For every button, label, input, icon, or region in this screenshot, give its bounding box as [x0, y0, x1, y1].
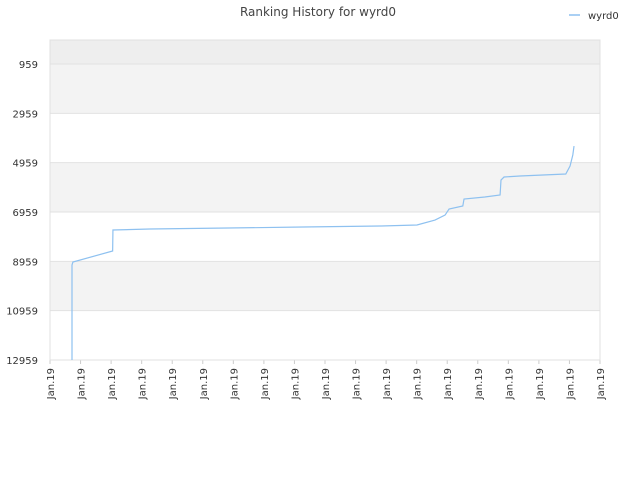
plot-border: [49, 39, 601, 361]
x-tick-label: Jan.19: [107, 368, 118, 400]
x-tick-label: Jan.19: [168, 368, 179, 400]
x-tick-label: Jan.19: [596, 368, 607, 400]
x-tick-label: Jan.19: [382, 368, 393, 400]
y-tick-label: 2959: [13, 109, 38, 120]
series-line: [71, 145, 575, 360]
chart-title: Ranking History for wyrd0: [240, 5, 396, 19]
x-tick-label: Jan.19: [77, 368, 88, 400]
plot-band: [50, 64, 600, 114]
y-tick-label: 4959: [13, 159, 38, 170]
x-tick-label: Jan.19: [535, 368, 546, 400]
x-tick-label: Jan.19: [229, 368, 240, 400]
x-tick-label: Jan.19: [290, 368, 301, 400]
x-tick-label: Jan.19: [565, 368, 576, 400]
x-tick-label: Jan.19: [474, 368, 485, 400]
x-tick-label: Jan.19: [260, 368, 271, 400]
plot-band: [50, 40, 600, 65]
x-tick-label: Jan.19: [413, 368, 424, 400]
y-tick-label: 8959: [13, 257, 38, 268]
plot-band: [50, 162, 600, 213]
legend-label: wyrd0: [588, 11, 619, 22]
x-tick-label: Jan.19: [46, 368, 57, 400]
x-tick-label: Jan.19: [504, 368, 515, 400]
y-tick-label: 10959: [6, 307, 38, 318]
x-tick-label: Jan.19: [443, 368, 454, 400]
y-tick-label: 959: [19, 60, 38, 71]
y-tick-label: 6959: [13, 208, 38, 219]
x-tick-label: Jan.19: [321, 368, 332, 400]
x-tick-label: Jan.19: [138, 368, 149, 400]
x-tick-label: Jan.19: [199, 368, 210, 400]
x-tick-label: Jan.19: [352, 368, 363, 400]
y-tick-label: 12959: [6, 356, 38, 367]
plot-band: [50, 261, 600, 311]
